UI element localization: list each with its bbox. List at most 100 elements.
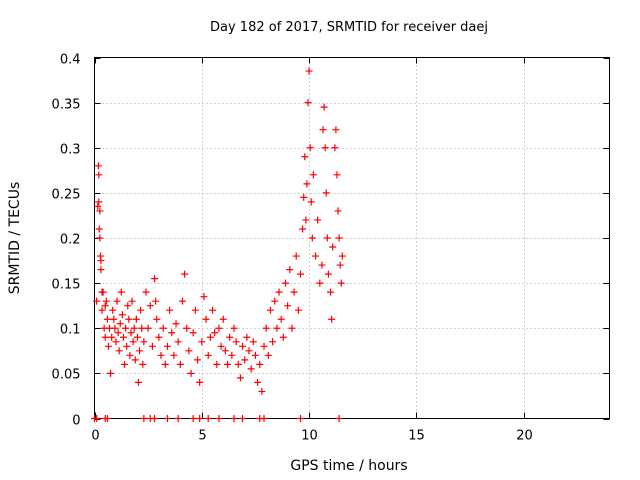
- data-point: [226, 333, 234, 341]
- data-point: [157, 351, 165, 359]
- x-tick-label: 10: [301, 429, 318, 444]
- data-point: [178, 297, 186, 305]
- data-point: [221, 347, 229, 355]
- zero-data-point: [174, 415, 182, 422]
- axis-ticks: 0 5 10 15 20 0 0.05 0.1 0.15 0.2 0.25 0.3 0.35 0.4: [52, 53, 610, 444]
- data-point: [334, 207, 342, 215]
- data-point: [183, 324, 191, 332]
- data-point: [269, 338, 277, 346]
- data-point: [112, 338, 120, 346]
- data-point: [94, 202, 102, 210]
- data-point: [309, 171, 317, 179]
- data-point: [241, 356, 249, 364]
- data-point: [131, 356, 139, 364]
- data-point: [140, 338, 148, 346]
- data-point: [172, 320, 180, 328]
- data-point: [202, 315, 210, 323]
- y-tick-label: 0.15: [52, 278, 81, 293]
- data-point: [129, 338, 137, 346]
- data-point: [209, 306, 217, 314]
- data-point: [234, 360, 242, 368]
- y-tick-label: 0.1: [60, 323, 81, 338]
- data-point: [118, 311, 126, 319]
- x-tick-label: 5: [198, 429, 206, 444]
- data-point: [327, 288, 335, 296]
- data-point: [290, 288, 298, 296]
- data-point: [217, 342, 225, 350]
- data-point: [133, 333, 141, 341]
- y-tick-label: 0: [72, 414, 80, 429]
- data-point: [249, 338, 257, 346]
- data-point: [142, 288, 150, 296]
- zero-data-point: [239, 415, 247, 422]
- data-point: [168, 329, 176, 337]
- data-point: [206, 333, 214, 341]
- data-point: [324, 270, 332, 278]
- data-point: [191, 306, 199, 314]
- data-point: [96, 234, 104, 242]
- zero-data-point: [196, 415, 204, 422]
- data-point: [113, 297, 121, 305]
- data-point: [148, 342, 156, 350]
- data-point: [251, 351, 259, 359]
- data-point: [277, 315, 285, 323]
- data-point: [228, 351, 236, 359]
- y-tick-label: 0.35: [52, 98, 81, 113]
- data-point: [94, 162, 102, 170]
- data-point: [338, 252, 346, 260]
- data-point: [264, 351, 272, 359]
- data-point: [122, 324, 130, 332]
- data-point: [185, 347, 193, 355]
- data-point: [256, 360, 264, 368]
- data-point: [161, 360, 169, 368]
- x-tick-label: 15: [408, 429, 425, 444]
- data-point: [279, 333, 287, 341]
- data-point: [320, 103, 328, 111]
- data-point: [174, 338, 182, 346]
- data-points: [91, 67, 346, 422]
- data-point: [286, 266, 294, 274]
- data-point: [119, 333, 127, 341]
- zero-data-point: [260, 415, 268, 422]
- data-point: [236, 374, 244, 382]
- zero-data-point: [189, 415, 197, 422]
- data-point: [189, 329, 197, 337]
- data-point: [97, 266, 105, 274]
- data-point: [314, 216, 322, 224]
- data-point: [101, 333, 109, 341]
- data-point: [151, 275, 159, 283]
- zero-data-point: [335, 415, 343, 422]
- data-point: [163, 342, 171, 350]
- zero-data-point: [103, 415, 111, 422]
- data-point: [125, 315, 133, 323]
- data-point: [323, 234, 331, 242]
- data-point: [196, 378, 204, 386]
- data-point: [321, 144, 329, 152]
- data-point: [273, 324, 281, 332]
- data-point: [95, 198, 103, 206]
- y-tick-label: 0.05: [52, 368, 81, 383]
- data-point: [306, 144, 314, 152]
- data-point: [213, 360, 221, 368]
- x-tick-label: 20: [516, 429, 533, 444]
- y-tick-label: 0.4: [60, 53, 81, 68]
- data-point: [93, 297, 101, 305]
- data-point: [281, 279, 289, 287]
- data-point: [99, 288, 107, 296]
- data-point: [121, 360, 129, 368]
- data-point: [95, 225, 103, 233]
- data-point: [258, 387, 266, 395]
- data-point: [114, 329, 122, 337]
- data-point: [328, 315, 336, 323]
- data-point: [181, 270, 189, 278]
- grid-lines: [94, 57, 610, 419]
- data-point: [194, 356, 201, 364]
- data-point: [146, 302, 154, 310]
- data-point: [132, 315, 140, 323]
- y-tick-label: 0.3: [60, 143, 81, 158]
- y-tick-label: 0.2: [60, 233, 81, 248]
- data-point: [139, 360, 147, 368]
- data-point: [247, 365, 255, 373]
- y-tick-label: 0.25: [52, 188, 81, 203]
- data-point: [108, 333, 116, 341]
